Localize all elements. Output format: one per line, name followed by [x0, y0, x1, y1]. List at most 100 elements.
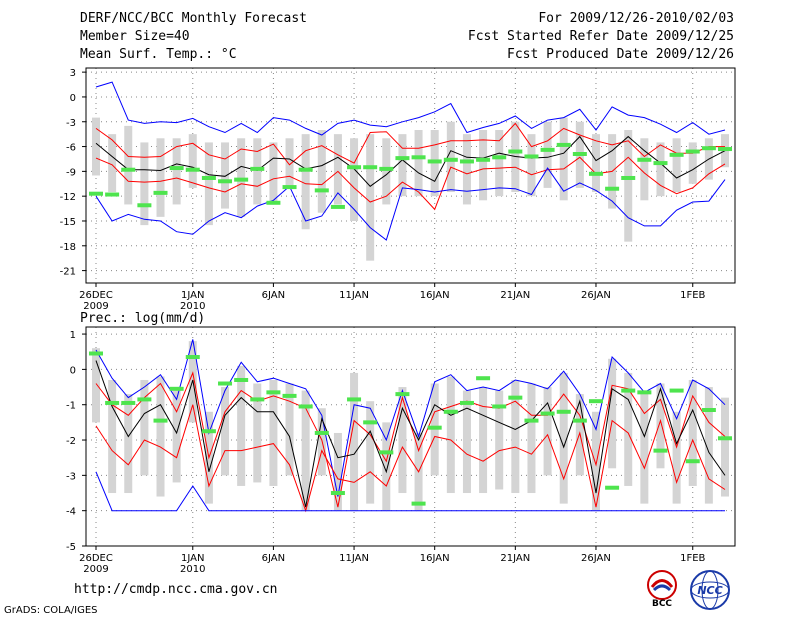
temp-observed-mark [588, 171, 603, 176]
prec-spread-box [446, 376, 455, 494]
prec-observed-mark [621, 388, 636, 393]
temp-observed-mark [572, 152, 587, 156]
temp-spread-box [559, 117, 568, 201]
temp-ytick-label: -6 [66, 143, 76, 154]
prec-min-line [95, 471, 725, 512]
temp-spread-box [92, 117, 100, 176]
prec-observed-mark [347, 397, 362, 402]
prec-observed-mark [701, 408, 716, 413]
temp-observed-mark [379, 166, 394, 171]
prec-observed-mark [508, 395, 523, 400]
temp-ytick-label: -18 [60, 242, 76, 253]
prec-observed-mark [105, 400, 120, 405]
temp-spread-box [656, 142, 665, 197]
temp-spread-box [446, 121, 455, 193]
prec-observed-mark [121, 400, 136, 405]
prec-spread-box [140, 379, 149, 476]
prec-ytick-label: -2 [66, 436, 76, 447]
temp-observed-mark [282, 185, 297, 190]
temp-spread-box [527, 134, 536, 197]
temp-p75-line [95, 122, 725, 166]
prec-xtick-label: 26JAN [581, 553, 611, 564]
temp-spread-box [543, 121, 552, 188]
temp-observed-mark [459, 159, 474, 164]
prec-observed-mark [379, 450, 394, 455]
prec-observed-mark [298, 404, 313, 409]
temp-spread-box [172, 138, 181, 205]
temp-ytick-label: -3 [66, 118, 76, 129]
prec-spread-box [721, 397, 729, 497]
temp-spread-box [108, 134, 117, 193]
temp-observed-mark [701, 146, 716, 151]
prec-observed-mark [572, 418, 587, 423]
temp-spread-box [317, 130, 326, 213]
temp-spread-box [188, 134, 197, 188]
temp-spread-box [366, 134, 375, 261]
source-url[interactable]: http://cmdp.ncc.cma.gov.cn [74, 582, 278, 597]
prec-spread-box [156, 376, 165, 497]
temp-observed-mark [718, 147, 732, 152]
temp-xtick-label: 16JAN [420, 290, 450, 301]
prec-xtick-label: 6JAN [262, 553, 285, 564]
temp-spread-box [382, 138, 391, 205]
temp-observed-mark [669, 152, 684, 157]
prec-ytick-label: 1 [70, 330, 76, 341]
temp-observed-mark [153, 190, 168, 195]
prec-spread-box [172, 390, 181, 483]
prec-observed-mark [201, 429, 216, 434]
prec-spread-box [479, 387, 488, 494]
temp-xtick-label: 21JAN [500, 290, 530, 301]
temp-min-line [95, 167, 726, 241]
temp-observed-mark [540, 147, 555, 152]
temp-spread-box [495, 130, 504, 197]
prec-spread-box [608, 358, 617, 469]
prec-observed-mark [411, 501, 426, 506]
temp-frame [85, 67, 736, 284]
temp-p25-line [95, 156, 726, 211]
temp-spread-box [253, 138, 262, 205]
temp-observed-mark [250, 166, 265, 171]
temp-observed-mark [395, 156, 410, 161]
prec-spread-box [688, 379, 697, 486]
produced-date: Fcst Produced Date 2009/12/26 [507, 47, 734, 62]
prec-observed-mark [250, 397, 265, 402]
prec-observed-mark [314, 430, 329, 435]
temp-observed-mark [556, 142, 571, 147]
bcc-logo: BCC [647, 570, 677, 608]
grads-credit: GrADS: COLA/IGES [4, 605, 98, 616]
temp-xtick-label: 6JAN [262, 290, 285, 301]
temp-observed-mark [137, 203, 152, 208]
temp-observed-mark [347, 165, 362, 170]
prec-observed-mark [443, 409, 458, 414]
temp-ytick-label: -15 [60, 217, 76, 228]
prec-observed-mark [427, 425, 442, 430]
prec-spread-box [285, 383, 294, 476]
temp-spread-box [285, 138, 294, 188]
temp-observed-mark [443, 157, 458, 162]
member-size: Member Size=40 [80, 29, 190, 44]
prec-spread-box [301, 390, 310, 511]
prec-observed-mark [685, 459, 700, 464]
prec-observed-mark [476, 376, 491, 381]
prec-observed-mark [540, 411, 555, 416]
prec-observed-mark [524, 418, 539, 423]
prec-spread-box [495, 390, 504, 490]
temp-spread-box [479, 130, 488, 201]
prec-observed-mark [459, 400, 474, 405]
temp-spread-box [640, 138, 649, 201]
prec-ytick-label: -5 [66, 542, 76, 553]
temp-observed-mark [685, 149, 700, 154]
temp-spread-box [672, 138, 681, 193]
prec-xtick-label: 16JAN [420, 553, 450, 564]
prec-spread-box [672, 411, 681, 504]
prec-ytick-label: -3 [66, 471, 76, 482]
prec-observed-mark [266, 390, 281, 395]
temp-observed-mark [330, 204, 345, 209]
temp-spread-box [237, 138, 246, 217]
temp-spread-box [414, 130, 423, 197]
prec-observed-mark [282, 393, 297, 398]
temp-observed-mark [314, 188, 329, 193]
temp-spread-box [350, 138, 359, 221]
prec-xtick-label: 1FEB [680, 553, 705, 564]
prec-title: Prec.: log(mm/d) [80, 311, 205, 326]
